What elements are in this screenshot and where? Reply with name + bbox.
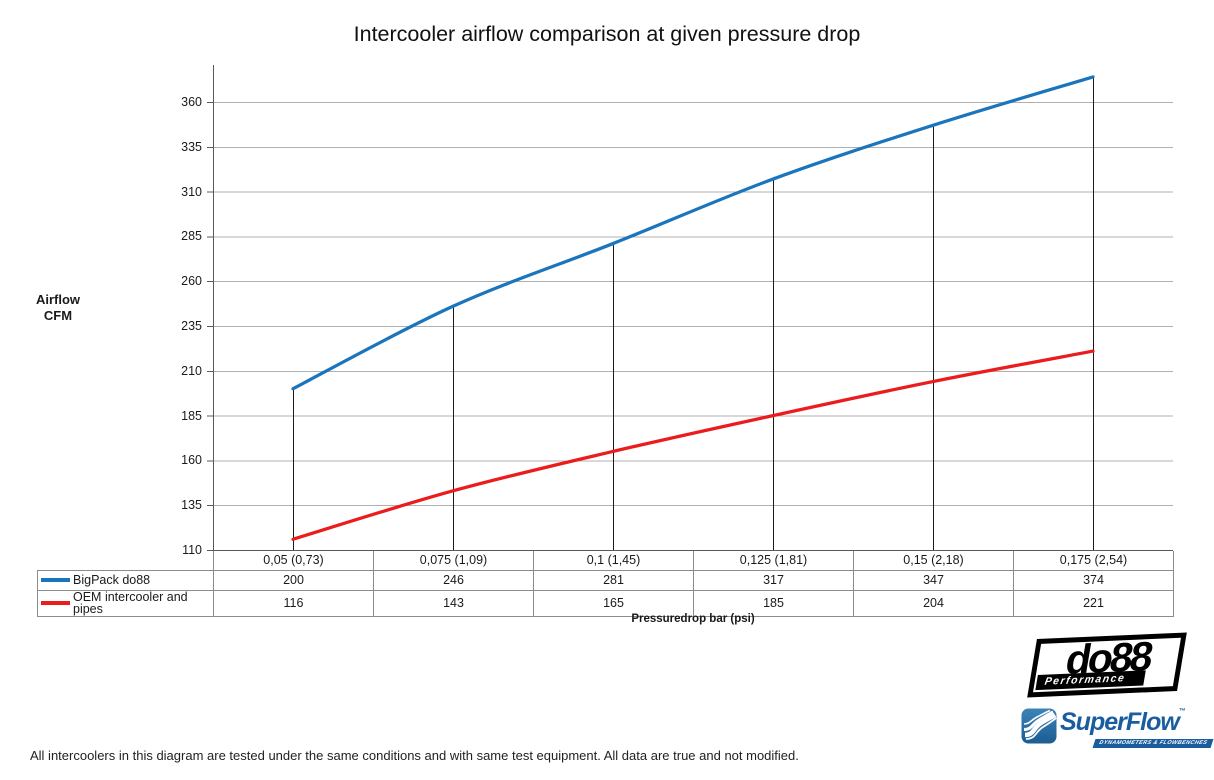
legend-swatch: [41, 578, 70, 582]
legend-cell: BigPack do88: [37, 569, 214, 591]
value-cell: 204: [853, 589, 1014, 617]
value-cell: 317: [693, 569, 854, 591]
superflow-logo-text: SuperFlow™: [1060, 708, 1186, 737]
value-cell: 185: [693, 589, 854, 617]
y-tick-label: 335: [181, 139, 202, 154]
value-cell: 200: [213, 569, 374, 591]
chart-title: Intercooler airflow comparison at given …: [353, 22, 861, 46]
category-cell: 0,175 (2,54): [1013, 551, 1174, 571]
table-row: BigPack do88 200 246 281 317 347 374: [37, 569, 1174, 591]
superflow-wordmark: SuperFlow: [1060, 708, 1180, 736]
value-cell: 347: [853, 569, 1014, 591]
y-tick-label: 235: [181, 319, 202, 333]
category-cell: 0,15 (2,18): [853, 551, 1014, 571]
data-table: 0,05 (0,73) 0,075 (1,09) 0,1 (1,45) 0,125 (…: [37, 551, 1174, 617]
superflow-wave-icon: [1021, 708, 1057, 744]
y-axis-title-line1: Airflow: [35, 292, 81, 307]
x-axis-title: Pressuredrop bar (psi): [631, 613, 755, 625]
value-cell: 374: [1013, 569, 1174, 591]
legend-label: BigPack do88: [73, 572, 151, 587]
y-tick-label: 285: [181, 229, 202, 244]
category-cell: 0,1 (1,45): [533, 551, 694, 571]
table-row: OEM intercooler and pipes 116 143 165 185 204…: [37, 589, 1174, 617]
legend-swatch: [41, 601, 70, 605]
footer-note: All intercoolers in this diagram are tes…: [30, 748, 799, 763]
superflow-trademark-symbol: ™: [1178, 708, 1186, 715]
legend-cell: OEM intercooler and pipes: [37, 589, 214, 617]
y-tick-label: 135: [181, 498, 202, 513]
y-tick-label: 310: [181, 184, 202, 199]
y-tick-label: 260: [181, 274, 202, 289]
table-row: 0,05 (0,73) 0,075 (1,09) 0,1 (1,45) 0,125 (…: [38, 551, 1174, 571]
category-cell: 0,05 (0,73): [213, 551, 374, 571]
value-cell: 246: [373, 569, 534, 591]
do88-logo: do88 Performance: [1027, 632, 1187, 698]
table-corner-cell: [38, 551, 214, 570]
value-cell: 116: [213, 589, 374, 617]
y-tick-label: 210: [181, 363, 202, 378]
superflow-logo-tagline: DYNAMOMETERS & FLOWBENCHES: [1092, 739, 1214, 748]
category-cell: 0,125 (1,81): [693, 551, 854, 571]
series-line-bigpack-do88: [291, 75, 1095, 391]
superflow-logo: SuperFlow™ DYNAMOMETERS & FLOWBENCHES: [1021, 706, 1214, 752]
value-cell: 281: [533, 569, 694, 591]
value-cell: 143: [373, 589, 534, 617]
value-cell: 221: [1013, 589, 1174, 617]
y-axis-title: Airflow CFM: [22, 292, 94, 325]
legend-label: OEM intercooler and pipes: [73, 589, 188, 616]
value-cell: 165: [533, 589, 694, 617]
y-axis-title-line2: CFM: [43, 308, 73, 324]
series-line-oem-intercooler-and-pipes: [291, 349, 1095, 541]
y-tick-label: 160: [181, 453, 202, 468]
y-tick-label: 360: [181, 95, 202, 109]
y-tick-label: 110: [182, 543, 202, 557]
category-cell: 0,075 (1,09): [373, 551, 534, 571]
y-tick-label: 185: [181, 408, 202, 423]
